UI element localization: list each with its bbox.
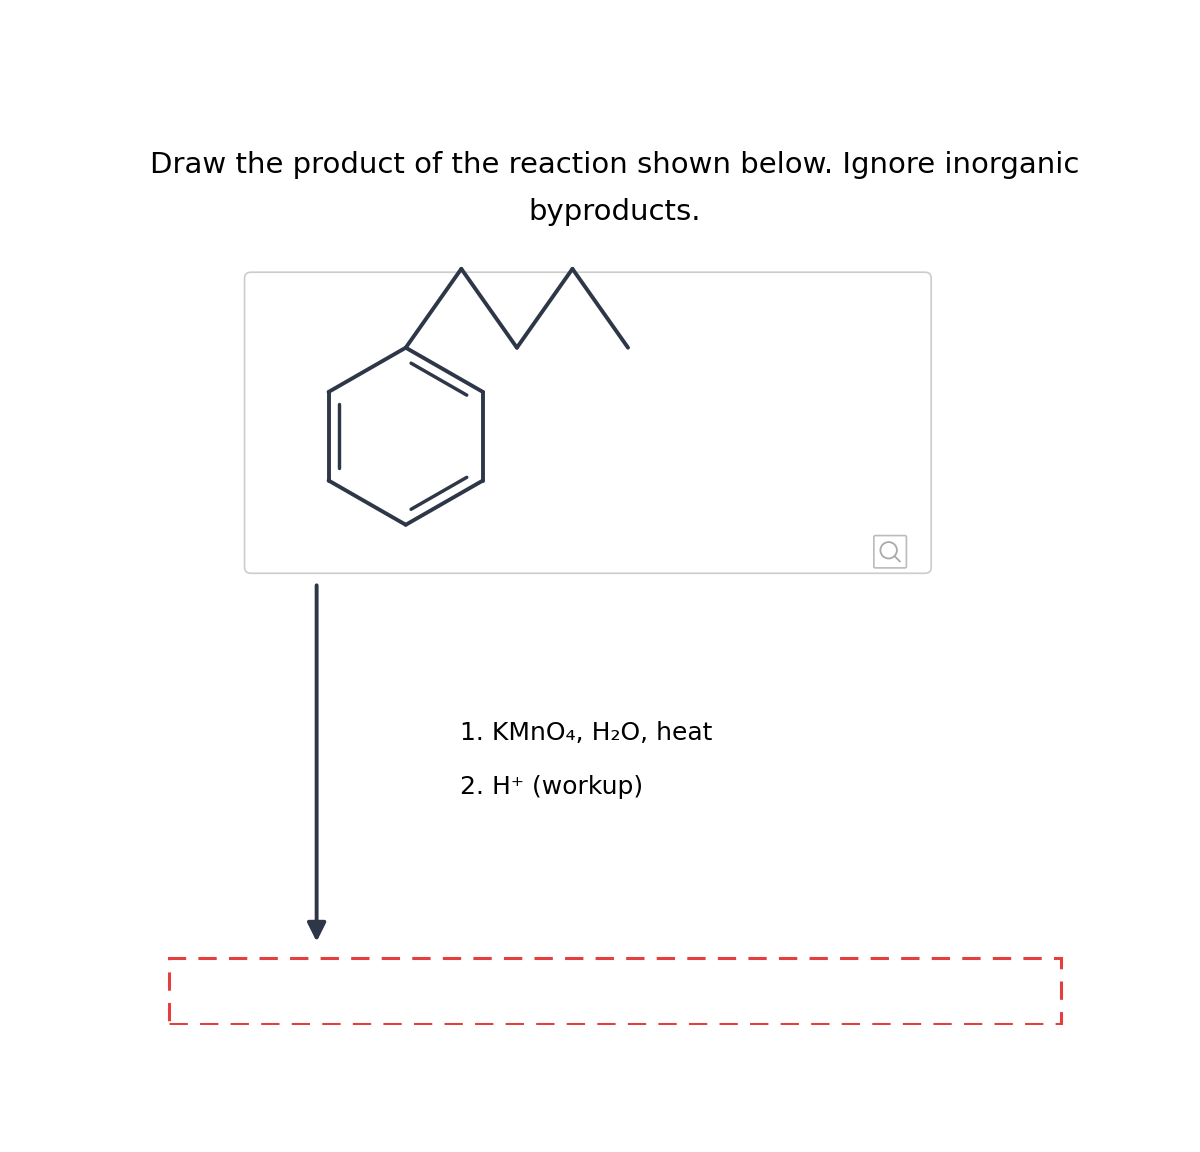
Text: 1. KMnO₄, H₂O, heat: 1. KMnO₄, H₂O, heat [460,721,713,744]
Text: Draw the product of the reaction shown below. Ignore inorganic: Draw the product of the reaction shown b… [150,151,1080,180]
FancyBboxPatch shape [874,536,906,568]
Text: byproducts.: byproducts. [529,197,701,226]
FancyBboxPatch shape [245,272,931,574]
Text: 2. H⁺ (workup): 2. H⁺ (workup) [460,774,643,798]
Bar [169,958,1061,1024]
